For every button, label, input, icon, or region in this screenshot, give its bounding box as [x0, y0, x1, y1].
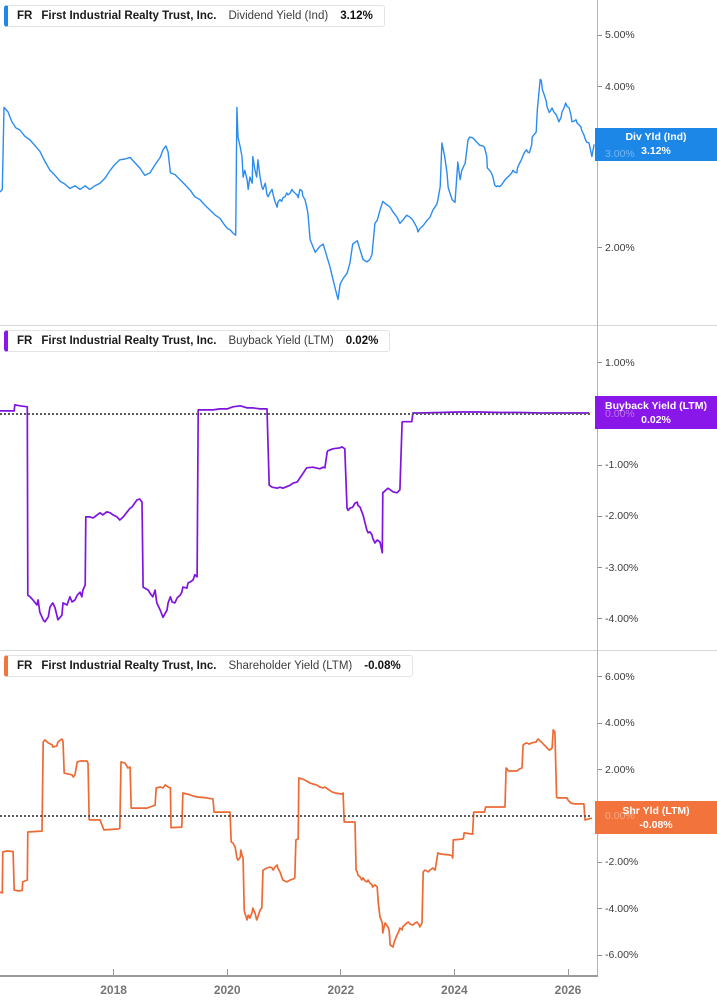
series-line: [0, 403, 589, 623]
y-tick-label: 2.00%: [605, 241, 635, 254]
last-value-badge-shareholder-yield[interactable]: Shr Yld (LTM) -0.08%: [595, 801, 717, 835]
series-line: [0, 78, 595, 300]
panel-separator: [0, 325, 717, 326]
y-tick-label: -4.00%: [605, 612, 639, 625]
y-tick-mark: [597, 247, 602, 249]
last-value-badge-dividend-yield[interactable]: Div Yld (Ind) 3.12%: [595, 127, 717, 161]
buyback-yield-line-chart[interactable]: [0, 325, 597, 650]
badge-value-label: 3.12%: [641, 145, 671, 158]
zero-reference-line: [0, 413, 590, 415]
y-tick-mark: [597, 567, 602, 569]
ticker-label: FR: [17, 335, 33, 347]
badge-value-label: -0.08%: [639, 818, 673, 831]
x-tick-mark: [567, 969, 569, 975]
y-tick-label: -6.00%: [605, 949, 639, 962]
badge-series-label: Div Yld (Ind): [625, 131, 687, 144]
y-tick-label: 6.00%: [605, 670, 635, 683]
metric-label: Buyback Yield (LTM): [228, 335, 334, 347]
company-label: First Industrial Realty Trust, Inc.: [41, 660, 217, 672]
metric-value: 0.02%: [345, 335, 379, 347]
y-tick-label: 4.00%: [605, 80, 635, 93]
y-tick-mark: [597, 954, 602, 956]
y-tick-label: 0.00%: [605, 810, 635, 822]
y-tick-mark: [597, 618, 602, 620]
legend-buyback-yield[interactable]: FR First Industrial Realty Trust, Inc. B…: [4, 330, 391, 352]
y-tick-label: -2.00%: [605, 510, 639, 523]
dividend-yield-line-chart[interactable]: [0, 0, 597, 325]
y-tick-label: 5.00%: [605, 29, 635, 41]
right-y-axis-line: [597, 0, 598, 975]
y-tick-mark: [597, 464, 602, 466]
x-tick-label: 2020: [213, 983, 241, 997]
last-value-badge-buyback-yield[interactable]: Buyback Yield (LTM) 0.02%: [595, 396, 717, 430]
x-tick-label: 2026: [554, 983, 582, 997]
y-tick-label: 1.00%: [605, 356, 635, 369]
y-tick-mark: [597, 676, 602, 678]
panel-separator: [0, 650, 717, 651]
y-tick-mark: [597, 34, 602, 36]
company-label: First Industrial Realty Trust, Inc.: [41, 10, 217, 22]
badge-series-label: Buyback Yield (LTM): [605, 399, 707, 412]
y-tick-label: 3.00%: [605, 147, 635, 160]
company-label: First Industrial Realty Trust, Inc.: [41, 335, 217, 347]
y-tick-mark: [597, 515, 602, 517]
y-tick-label: -3.00%: [605, 561, 639, 574]
x-tick-label: 2018: [100, 983, 127, 997]
ticker-label: FR: [17, 660, 33, 672]
y-tick-mark: [597, 908, 602, 910]
series-line: [0, 729, 593, 948]
x-axis-line: [0, 975, 598, 977]
metric-label: Dividend Yield (Ind): [228, 10, 329, 22]
y-tick-label: 0.00%: [605, 408, 635, 420]
badge-value-label: 0.02%: [641, 413, 671, 426]
shareholder-yield-line-chart[interactable]: [0, 650, 597, 975]
y-tick-label: 2.00%: [605, 763, 635, 776]
y-tick-label: -4.00%: [605, 902, 639, 915]
x-tick-mark: [340, 969, 342, 975]
badge-series-label: Shr Yld (LTM): [622, 804, 690, 817]
y-tick-mark: [597, 769, 602, 771]
legend-dividend-yield[interactable]: FR First Industrial Realty Trust, Inc. D…: [4, 5, 385, 27]
zero-reference-line: [0, 815, 590, 817]
x-tick-mark: [226, 969, 228, 975]
x-tick-label: 2022: [327, 983, 355, 997]
legend-shareholder-yield[interactable]: FR First Industrial Realty Trust, Inc. S…: [4, 655, 413, 677]
y-tick-mark: [597, 861, 602, 863]
metric-label: Shareholder Yield (LTM): [228, 660, 353, 672]
metric-value: -0.08%: [364, 660, 401, 672]
y-tick-label: -2.00%: [605, 856, 639, 869]
y-tick-mark: [597, 362, 602, 364]
x-tick-mark: [113, 969, 115, 975]
metric-value: 3.12%: [340, 10, 373, 22]
x-tick-mark: [453, 969, 455, 975]
y-tick-mark: [597, 722, 602, 724]
ticker-label: FR: [17, 10, 33, 22]
y-tick-label: 4.00%: [605, 717, 635, 730]
y-tick-mark: [597, 86, 602, 88]
y-tick-label: -1.00%: [605, 459, 639, 472]
x-tick-label: 2024: [441, 983, 468, 997]
